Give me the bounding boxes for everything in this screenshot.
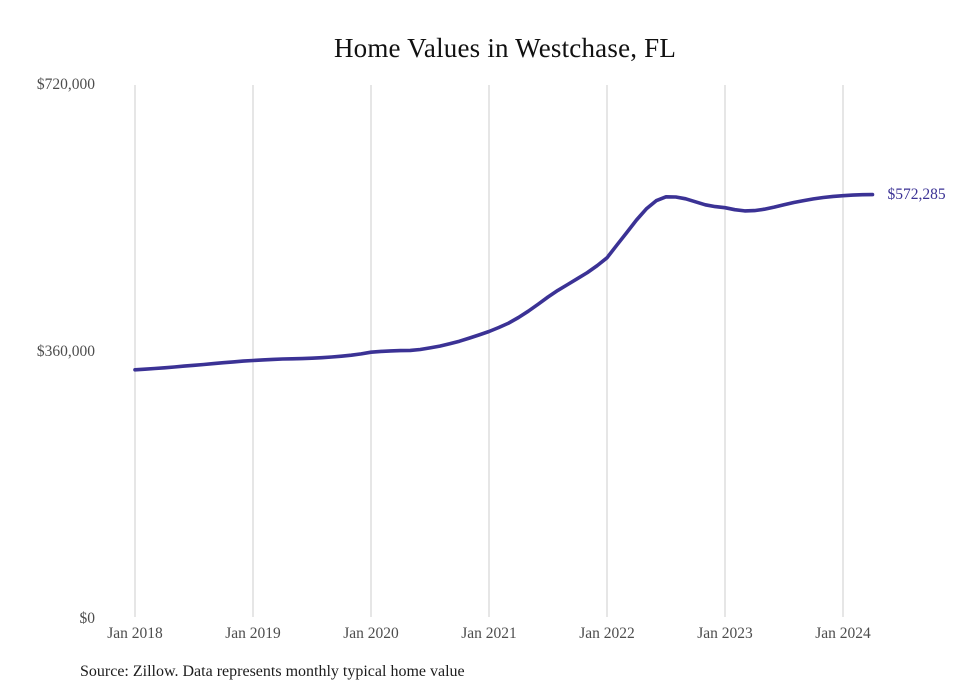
latest-value-label: $572,285 — [887, 185, 946, 203]
x-axis-tick-label: Jan 2020 — [343, 625, 399, 642]
x-axis-tick-label: Jan 2019 — [225, 625, 281, 642]
x-axis-tick-label: Jan 2024 — [815, 625, 871, 642]
y-axis-tick-label: $720,000 — [36, 76, 95, 93]
y-axis-tick-label: $360,000 — [36, 343, 95, 360]
x-axis-tick-label: Jan 2022 — [579, 625, 635, 642]
y-axis-tick-label: $0 — [79, 610, 96, 627]
x-axis-tick-label: Jan 2021 — [461, 625, 517, 642]
home-value-line-series — [133, 192, 875, 372]
x-axis-tick-label: Jan 2023 — [697, 625, 753, 642]
source-note: Source: Zillow. Data represents monthly … — [80, 663, 465, 680]
chart-title: Home Values in Westchase, FL — [333, 33, 677, 63]
x-axis-tick-label: Jan 2018 — [107, 625, 163, 642]
